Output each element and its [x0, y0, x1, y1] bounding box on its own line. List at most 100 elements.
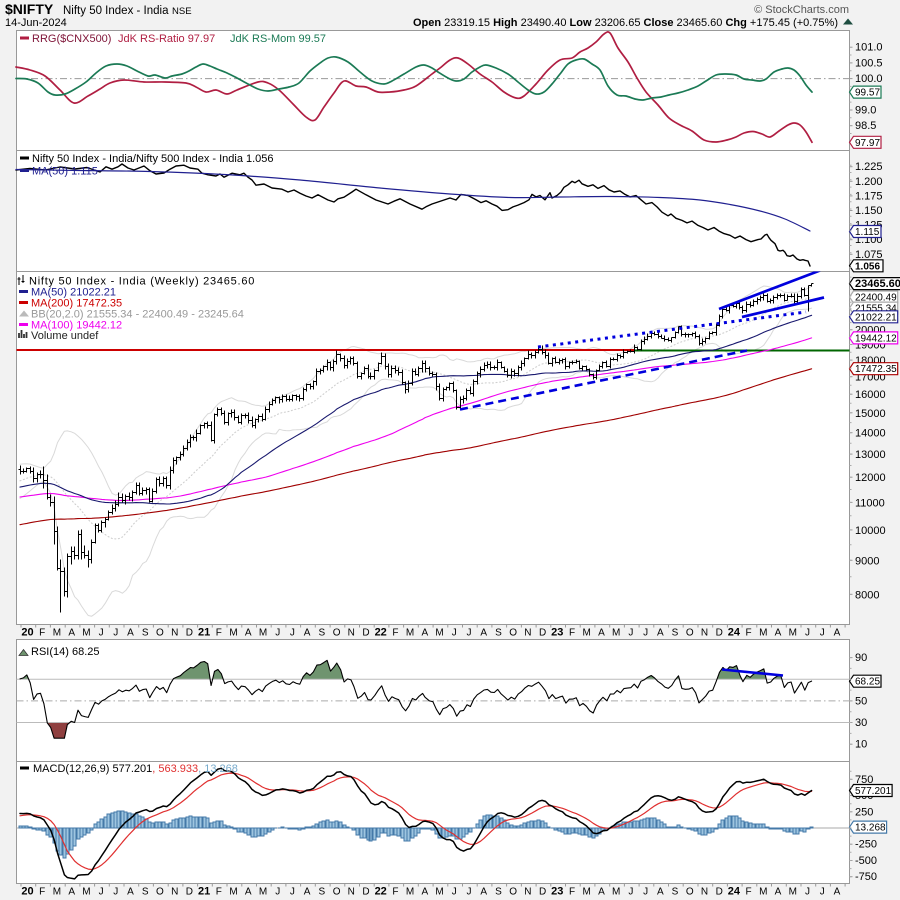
svg-text:A: A: [68, 628, 75, 639]
svg-text:1.075: 1.075: [855, 249, 883, 261]
svg-text:M: M: [612, 628, 620, 639]
svg-text:M: M: [435, 887, 443, 898]
svg-text:M: M: [583, 628, 591, 639]
svg-text:10000: 10000: [855, 525, 886, 537]
svg-text:M: M: [406, 628, 414, 639]
svg-text:D: D: [186, 628, 193, 639]
svg-text:11000: 11000: [855, 497, 885, 509]
svg-text:100.5: 100.5: [855, 57, 883, 69]
svg-text:BB(20,2.0) 21555.34 - 22400.49: BB(20,2.0) 21555.34 - 22400.49 - 23245.6…: [31, 309, 244, 321]
svg-text:J: J: [99, 887, 104, 898]
svg-text:A: A: [657, 887, 664, 898]
svg-text:D: D: [716, 887, 723, 898]
svg-text:Nifty 50 Index - India: Nifty 50 Index - India: [63, 5, 169, 17]
svg-text:M: M: [583, 887, 591, 898]
svg-text:98.5: 98.5: [855, 120, 876, 132]
svg-text:J: J: [820, 628, 825, 639]
svg-text:N: N: [171, 628, 178, 639]
svg-text:A: A: [304, 887, 311, 898]
svg-text:1.200: 1.200: [855, 176, 883, 188]
svg-text:M: M: [259, 628, 267, 639]
svg-text:1.115: 1.115: [855, 227, 880, 238]
svg-text:J: J: [467, 887, 472, 898]
svg-text:J: J: [290, 628, 295, 639]
svg-text:A: A: [421, 887, 428, 898]
svg-text:20: 20: [21, 627, 33, 639]
svg-text:MA(50) 21022.21: MA(50) 21022.21: [31, 287, 116, 299]
svg-text:M: M: [759, 887, 767, 898]
svg-text:$NIFTY: $NIFTY: [5, 1, 54, 17]
svg-text:A: A: [657, 628, 664, 639]
svg-text:NSE: NSE: [172, 6, 192, 17]
svg-text:21022.21: 21022.21: [855, 312, 897, 323]
svg-text:J: J: [628, 887, 633, 898]
svg-text:A: A: [775, 887, 782, 898]
svg-text:A: A: [834, 628, 841, 639]
svg-text:S: S: [142, 887, 149, 898]
svg-text:F: F: [39, 887, 45, 898]
svg-text:D: D: [362, 887, 369, 898]
svg-text:F: F: [216, 628, 222, 639]
svg-text:J: J: [99, 628, 104, 639]
svg-text:A: A: [598, 628, 605, 639]
svg-text:23: 23: [551, 627, 563, 639]
svg-text:1.056: 1.056: [855, 261, 880, 272]
svg-text:JdK RS-Mom 99.57: JdK RS-Mom 99.57: [230, 33, 326, 45]
svg-text:N: N: [348, 628, 355, 639]
svg-text:14-Jun-2024: 14-Jun-2024: [5, 17, 67, 29]
svg-text:D: D: [186, 887, 193, 898]
svg-text:S: S: [495, 887, 502, 898]
svg-text:21: 21: [198, 627, 210, 639]
svg-text:O: O: [686, 628, 694, 639]
svg-text:O: O: [333, 887, 341, 898]
svg-text:F: F: [746, 887, 752, 898]
svg-text:101.0: 101.0: [855, 42, 883, 54]
svg-text:750: 750: [855, 774, 873, 786]
svg-text:Volume undef: Volume undef: [31, 330, 99, 342]
svg-text:J: J: [452, 628, 457, 639]
svg-text:F: F: [216, 887, 222, 898]
svg-text:O: O: [156, 628, 164, 639]
svg-text:21: 21: [198, 886, 210, 898]
svg-text:M: M: [259, 887, 267, 898]
svg-text:A: A: [245, 628, 252, 639]
svg-text:A: A: [421, 628, 428, 639]
svg-text:J: J: [113, 887, 118, 898]
svg-text:16000: 16000: [855, 389, 886, 401]
svg-text:22: 22: [375, 627, 387, 639]
svg-text:1.225: 1.225: [855, 161, 883, 173]
svg-text:MA(200) 17472.35: MA(200) 17472.35: [31, 298, 122, 310]
svg-text:M: M: [406, 887, 414, 898]
svg-text:J: J: [628, 628, 633, 639]
svg-text:99.57: 99.57: [855, 88, 880, 99]
svg-text:N: N: [524, 628, 531, 639]
svg-text:20: 20: [21, 886, 33, 898]
svg-text:A: A: [480, 887, 487, 898]
svg-text:N: N: [348, 887, 355, 898]
svg-text:J: J: [275, 628, 280, 639]
svg-text:23465.60: 23465.60: [855, 278, 900, 290]
svg-text:A: A: [127, 887, 134, 898]
svg-text:J: J: [467, 628, 472, 639]
svg-text:MA(100) 19442.12: MA(100) 19442.12: [31, 320, 122, 332]
svg-text:M: M: [82, 887, 90, 898]
svg-text:N: N: [524, 887, 531, 898]
svg-text:24: 24: [728, 627, 741, 639]
svg-text:8000: 8000: [855, 589, 879, 601]
svg-text:21555.34: 21555.34: [855, 304, 897, 315]
svg-text:J: J: [275, 887, 280, 898]
svg-text:9000: 9000: [855, 555, 879, 567]
svg-text:15000: 15000: [855, 408, 886, 420]
svg-text:1.175: 1.175: [855, 190, 883, 202]
svg-text:N: N: [701, 628, 708, 639]
svg-text:JdK RS-Ratio 97.97: JdK RS-Ratio 97.97: [118, 33, 215, 45]
svg-text:F: F: [746, 628, 752, 639]
svg-text:24: 24: [728, 886, 741, 898]
svg-text:13.268: 13.268: [855, 823, 886, 834]
svg-text:S: S: [142, 628, 149, 639]
svg-text:13000: 13000: [855, 449, 886, 461]
svg-text:99.0: 99.0: [855, 105, 876, 117]
svg-text:J: J: [643, 628, 648, 639]
svg-text:M: M: [612, 887, 620, 898]
svg-text:S: S: [672, 628, 679, 639]
